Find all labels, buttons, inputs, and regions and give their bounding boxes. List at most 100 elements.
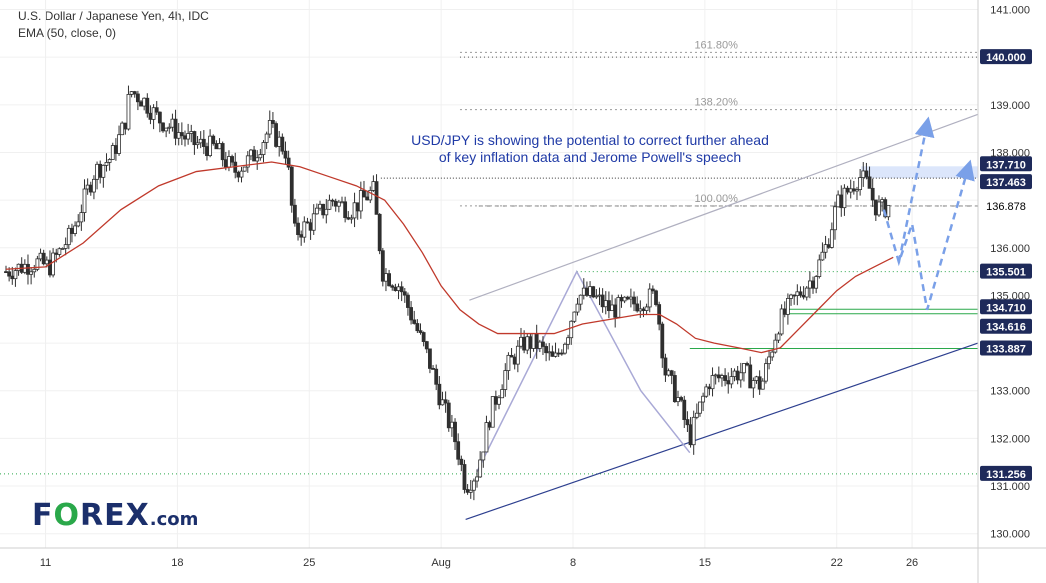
time-tick-label: 8 — [570, 557, 576, 569]
candle-body — [440, 399, 445, 406]
price-label: 137.710 — [986, 159, 1026, 171]
candle-body — [710, 375, 715, 390]
candle-body — [694, 412, 699, 418]
candle-body — [610, 304, 614, 312]
candle-body — [321, 203, 326, 216]
candle-body — [336, 201, 341, 207]
candle-body — [7, 271, 12, 277]
price-axis[interactable]: 130.000 131.000 132.000 133.000 135.000 136.0… — [977, 0, 1030, 583]
candle-body — [855, 189, 859, 192]
candle-body — [258, 154, 263, 159]
candle-body — [245, 155, 250, 168]
candle-body — [723, 375, 727, 381]
candle-body — [205, 146, 209, 157]
candle-body — [384, 273, 388, 282]
candle-body — [314, 207, 319, 215]
candle-body — [519, 336, 523, 347]
candle-body — [123, 122, 128, 130]
candle-body — [572, 311, 577, 322]
time-tick-label: 18 — [171, 557, 183, 569]
candle-body — [98, 163, 103, 178]
candle-body — [16, 263, 21, 271]
candle-body — [886, 204, 891, 218]
candle-body — [600, 294, 605, 308]
candle-body — [732, 370, 737, 377]
candle-body — [682, 399, 687, 420]
price-tick-label: 139.000 — [990, 100, 1030, 112]
candle-body — [157, 111, 162, 124]
candle-body — [632, 296, 636, 305]
candle-body — [679, 397, 684, 401]
ema-line — [5, 161, 894, 354]
candle-body — [35, 258, 40, 270]
candle-body — [877, 201, 881, 216]
candle-body — [4, 271, 8, 274]
candle-body — [789, 294, 793, 299]
price-label: 137.463 — [986, 177, 1026, 189]
candle-body — [277, 136, 282, 147]
candle-body — [343, 201, 348, 218]
fib-label: 100.00% — [694, 193, 738, 205]
candle-body — [531, 333, 536, 349]
candle-body — [173, 118, 178, 139]
candle-body — [500, 389, 505, 399]
candle-body — [873, 199, 878, 216]
candle-body — [135, 93, 140, 103]
price-tick-label: 135.000 — [990, 290, 1030, 302]
projection-path — [882, 116, 975, 311]
trendline — [469, 113, 979, 301]
candle-body — [208, 135, 213, 157]
candle-body — [333, 200, 338, 207]
price-label-box — [980, 174, 1032, 190]
candle-body — [142, 97, 147, 107]
price-label-box — [980, 318, 1032, 334]
candle-body — [318, 203, 322, 209]
candle-body — [362, 190, 366, 198]
candle-body — [412, 319, 417, 324]
candle-body — [327, 199, 332, 210]
projection-main — [882, 159, 975, 311]
candlesticks — [4, 85, 891, 501]
candle-body — [559, 352, 564, 355]
candle-body — [239, 170, 244, 178]
candle-body — [302, 221, 307, 238]
candle-body — [829, 229, 834, 248]
candle-body — [73, 225, 77, 234]
candle-body — [509, 354, 514, 358]
candle-body — [798, 291, 803, 296]
time-axis[interactable]: 11 18 25 Aug 8 15 22 26 — [0, 547, 1046, 569]
price-tick-label: 130.000 — [990, 529, 1030, 541]
candle-body — [748, 364, 753, 389]
candle-body — [764, 363, 768, 382]
candle-body — [60, 248, 65, 250]
candle-body — [54, 252, 59, 255]
candle-body — [836, 194, 841, 208]
candle-body — [377, 213, 382, 252]
candle-body — [292, 204, 297, 224]
candle-body — [698, 401, 702, 414]
candle-body — [371, 181, 376, 191]
candle-body — [647, 288, 652, 308]
candle-body — [170, 118, 175, 128]
candle-body — [368, 189, 373, 201]
candle-body — [286, 157, 291, 168]
price-label-box — [980, 49, 1032, 65]
candle-body — [541, 341, 545, 347]
candle-body — [183, 135, 187, 140]
candle-body — [861, 170, 866, 178]
candle-body — [594, 295, 599, 298]
candle-body — [252, 149, 256, 162]
logo-f: F — [32, 498, 54, 533]
candle-body — [88, 184, 93, 193]
candle-body — [355, 202, 360, 212]
candle-body — [283, 150, 288, 159]
price-tick-label: 136.000 — [990, 243, 1030, 255]
candle-body — [644, 306, 649, 311]
candle-body — [446, 402, 451, 429]
candle-body — [720, 375, 724, 379]
candle-body — [814, 276, 819, 289]
candle-body — [280, 136, 285, 152]
candle-body — [154, 107, 159, 113]
candle-body — [569, 320, 574, 339]
